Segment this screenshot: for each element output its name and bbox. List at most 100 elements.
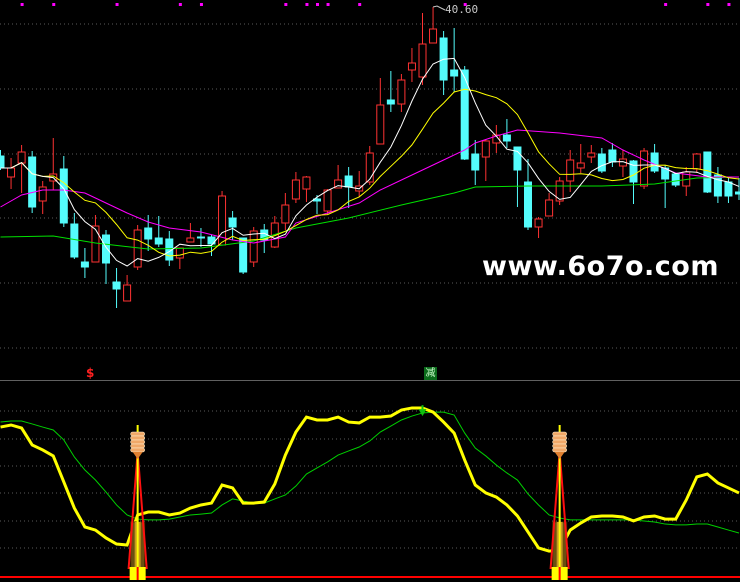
candle-up xyxy=(175,247,184,269)
candle-body xyxy=(407,62,416,71)
candle-body xyxy=(175,247,184,259)
candle-down xyxy=(439,31,448,95)
candle-up xyxy=(17,145,26,193)
candle-down xyxy=(80,248,89,278)
candle-body xyxy=(0,155,5,169)
pagoda-icon-tier xyxy=(552,431,567,437)
candle-body xyxy=(38,186,47,202)
candle-body xyxy=(524,181,532,228)
candle-up xyxy=(123,275,132,302)
s-marker: $ xyxy=(86,366,95,380)
candle-down xyxy=(386,71,395,112)
candle-up xyxy=(566,150,575,192)
candle-down xyxy=(703,151,712,193)
candle-down xyxy=(112,268,121,308)
candle-body xyxy=(576,162,585,169)
candle-body xyxy=(334,179,343,189)
candle-body xyxy=(735,191,740,195)
candle-up xyxy=(492,125,501,153)
candle-up xyxy=(692,153,701,173)
candle-up xyxy=(407,48,416,82)
candle-up xyxy=(429,7,438,44)
pagoda-icon-tier xyxy=(130,439,145,445)
candle-up xyxy=(545,193,554,217)
candle-body xyxy=(91,225,100,263)
candle-body xyxy=(608,149,617,163)
candle-body xyxy=(671,173,680,186)
ma5-line xyxy=(0,57,740,267)
candle-down xyxy=(608,143,617,167)
candle-body xyxy=(692,153,701,170)
pagoda-icon-tier xyxy=(552,443,567,449)
candle-body xyxy=(123,284,132,302)
candle-body xyxy=(344,175,353,188)
candle-body xyxy=(80,261,89,268)
top-marker xyxy=(463,3,467,6)
candle-down xyxy=(471,140,480,185)
candle-up xyxy=(49,138,58,190)
pagoda-icon-tier xyxy=(552,435,567,441)
top-marker xyxy=(706,3,710,6)
candle-up xyxy=(323,189,332,214)
high-flag-icon xyxy=(432,5,446,11)
candle-body xyxy=(28,156,37,208)
candle-up xyxy=(418,13,427,85)
top-marker xyxy=(358,3,362,6)
candle-down xyxy=(28,151,37,213)
candle-down xyxy=(70,213,79,259)
candle-body xyxy=(186,237,195,243)
candle-body xyxy=(7,167,16,178)
candle-body xyxy=(70,223,79,258)
candle-down xyxy=(450,28,459,92)
candle-body xyxy=(502,134,511,142)
pagoda-icon-tier xyxy=(552,439,567,445)
indicator-main-line xyxy=(0,406,740,553)
pagoda-icon-tier xyxy=(130,435,145,441)
candle-down xyxy=(228,211,237,240)
indicator-signal-line xyxy=(0,411,740,534)
candle-up xyxy=(334,165,343,189)
candle-up xyxy=(270,216,279,248)
pagoda-icon-tier xyxy=(130,447,145,453)
candle-body xyxy=(397,79,406,105)
candle-up xyxy=(291,172,300,203)
top-marker xyxy=(115,3,119,6)
candle-body xyxy=(365,152,374,183)
candle-up xyxy=(355,171,364,197)
candle-body xyxy=(323,189,332,212)
candle-body xyxy=(450,69,459,77)
candle-down xyxy=(650,144,659,173)
candle-body xyxy=(566,159,575,182)
candle-body xyxy=(196,236,205,239)
candle-body xyxy=(545,199,554,217)
candle-body xyxy=(597,153,606,172)
candle-down xyxy=(59,156,68,227)
jian-marker: 减 xyxy=(424,367,437,380)
candle-down xyxy=(713,167,722,203)
candle-down xyxy=(597,148,606,173)
candle-body xyxy=(460,69,469,160)
candle-down xyxy=(154,216,163,247)
top-marker xyxy=(178,3,182,6)
candle-down xyxy=(513,146,522,207)
candle-body xyxy=(555,180,564,202)
candle-body xyxy=(17,151,26,164)
candle-body xyxy=(154,237,163,245)
candle-body xyxy=(376,104,385,145)
candle-body xyxy=(724,181,733,197)
candle-down xyxy=(196,228,205,247)
candle-body xyxy=(386,99,395,105)
top-marker xyxy=(326,3,330,6)
candle-down xyxy=(735,178,740,200)
candle-body xyxy=(291,179,300,200)
candle-body xyxy=(492,134,501,144)
candle-down xyxy=(524,159,532,230)
top-marker xyxy=(316,3,319,6)
pagoda-icon-tip xyxy=(554,452,565,459)
candle-up xyxy=(481,139,490,181)
candle-down xyxy=(724,177,733,203)
candle-up xyxy=(186,223,195,243)
top-marker xyxy=(305,3,309,6)
candle-up xyxy=(587,145,596,163)
